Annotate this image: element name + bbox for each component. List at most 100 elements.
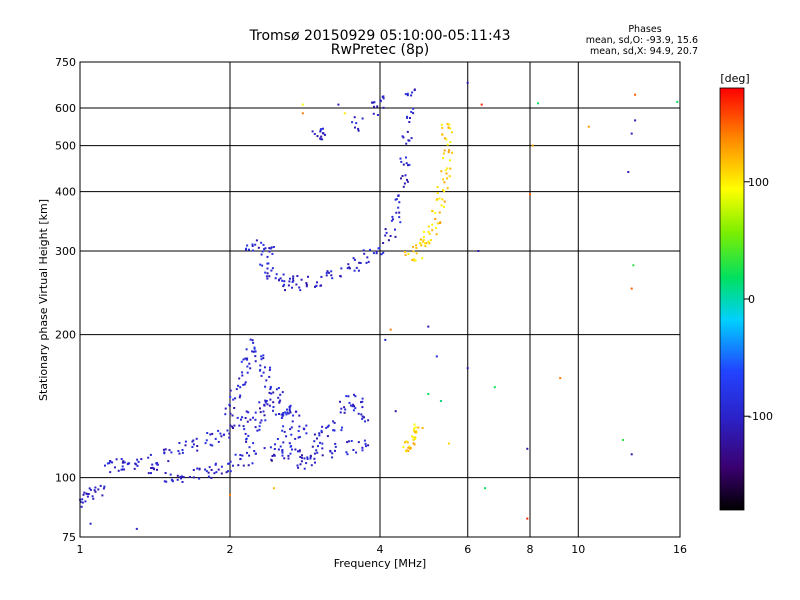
data-point (82, 493, 85, 496)
data-point (235, 388, 238, 391)
data-point (289, 428, 292, 431)
data-point (405, 449, 408, 452)
data-point (415, 430, 418, 433)
data-point (484, 487, 487, 490)
data-point (430, 239, 432, 242)
data-point (223, 433, 226, 436)
data-point (242, 425, 245, 428)
data-point (367, 419, 370, 422)
data-point (402, 185, 405, 188)
y-tick-labels: 75 100 200 300 400 500 600 750 (55, 56, 76, 544)
data-point (309, 457, 312, 460)
data-point (249, 367, 252, 370)
data-point (322, 127, 324, 130)
data-point (354, 126, 356, 129)
data-point (279, 399, 282, 402)
data-point (343, 411, 346, 414)
data-point (627, 171, 630, 173)
data-point (355, 266, 358, 269)
data-point (279, 277, 282, 280)
data-point (266, 262, 269, 265)
data-point (89, 522, 92, 525)
data-point (258, 425, 261, 428)
data-point (289, 404, 292, 407)
data-point (276, 438, 279, 440)
data-point (268, 369, 271, 371)
data-point (181, 451, 184, 454)
data-point (167, 460, 170, 463)
data-point (248, 362, 251, 365)
data-point (191, 446, 194, 448)
data-point (447, 126, 450, 129)
data-point (85, 492, 88, 495)
y-axis-label: Stationary phase Virtual Height [km] (37, 199, 50, 401)
data-point (275, 388, 278, 391)
data-point (247, 434, 250, 437)
data-point (413, 427, 416, 430)
data-point (466, 81, 469, 84)
data-point (291, 420, 294, 423)
data-point (404, 251, 407, 253)
data-point (421, 427, 424, 429)
data-point (262, 354, 265, 357)
data-point (269, 247, 272, 250)
data-point (394, 198, 397, 201)
data-point (236, 416, 239, 419)
data-point (224, 413, 227, 416)
x-tick-label: 8 (527, 543, 534, 556)
x-tick-label: 10 (571, 543, 585, 556)
data-point (413, 259, 416, 262)
data-point (282, 273, 285, 276)
data-point (316, 135, 319, 138)
data-point (360, 401, 362, 404)
data-point (270, 459, 273, 462)
data-point (168, 449, 171, 452)
data-point (334, 449, 336, 452)
data-point (352, 257, 355, 260)
data-point (245, 248, 247, 251)
data-point (375, 252, 378, 255)
data-point (248, 454, 251, 457)
data-point (440, 204, 443, 207)
data-point (423, 242, 426, 245)
data-point (281, 429, 284, 432)
data-point (412, 245, 415, 248)
data-point (278, 279, 280, 282)
data-point (169, 473, 172, 476)
data-point (314, 461, 316, 464)
data-point (262, 243, 265, 246)
data-point (526, 447, 529, 450)
data-point (288, 409, 291, 412)
data-point (260, 419, 263, 422)
data-point (406, 178, 408, 181)
plot-frame (79, 61, 681, 538)
data-point (526, 517, 529, 520)
data-point (378, 246, 381, 249)
data-point (395, 211, 398, 214)
data-point (442, 178, 445, 181)
data-point (287, 454, 290, 457)
data-point (252, 341, 255, 344)
data-point (176, 478, 179, 481)
data-point (123, 468, 126, 471)
data-point (274, 277, 277, 280)
data-point (79, 501, 82, 503)
data-point (277, 448, 280, 451)
data-point (313, 440, 316, 443)
data-point (251, 243, 254, 246)
data-point (442, 157, 445, 159)
data-point (245, 247, 248, 250)
data-point (353, 393, 355, 396)
data-point (389, 328, 392, 331)
data-point (239, 454, 242, 456)
data-point (280, 417, 283, 419)
data-point (397, 206, 400, 209)
data-point (241, 454, 244, 457)
data-point (351, 405, 354, 408)
data-point (120, 458, 123, 460)
data-point (339, 411, 342, 414)
data-point (259, 263, 262, 266)
data-point (256, 429, 259, 432)
data-point (281, 391, 284, 394)
data-point (170, 451, 173, 454)
